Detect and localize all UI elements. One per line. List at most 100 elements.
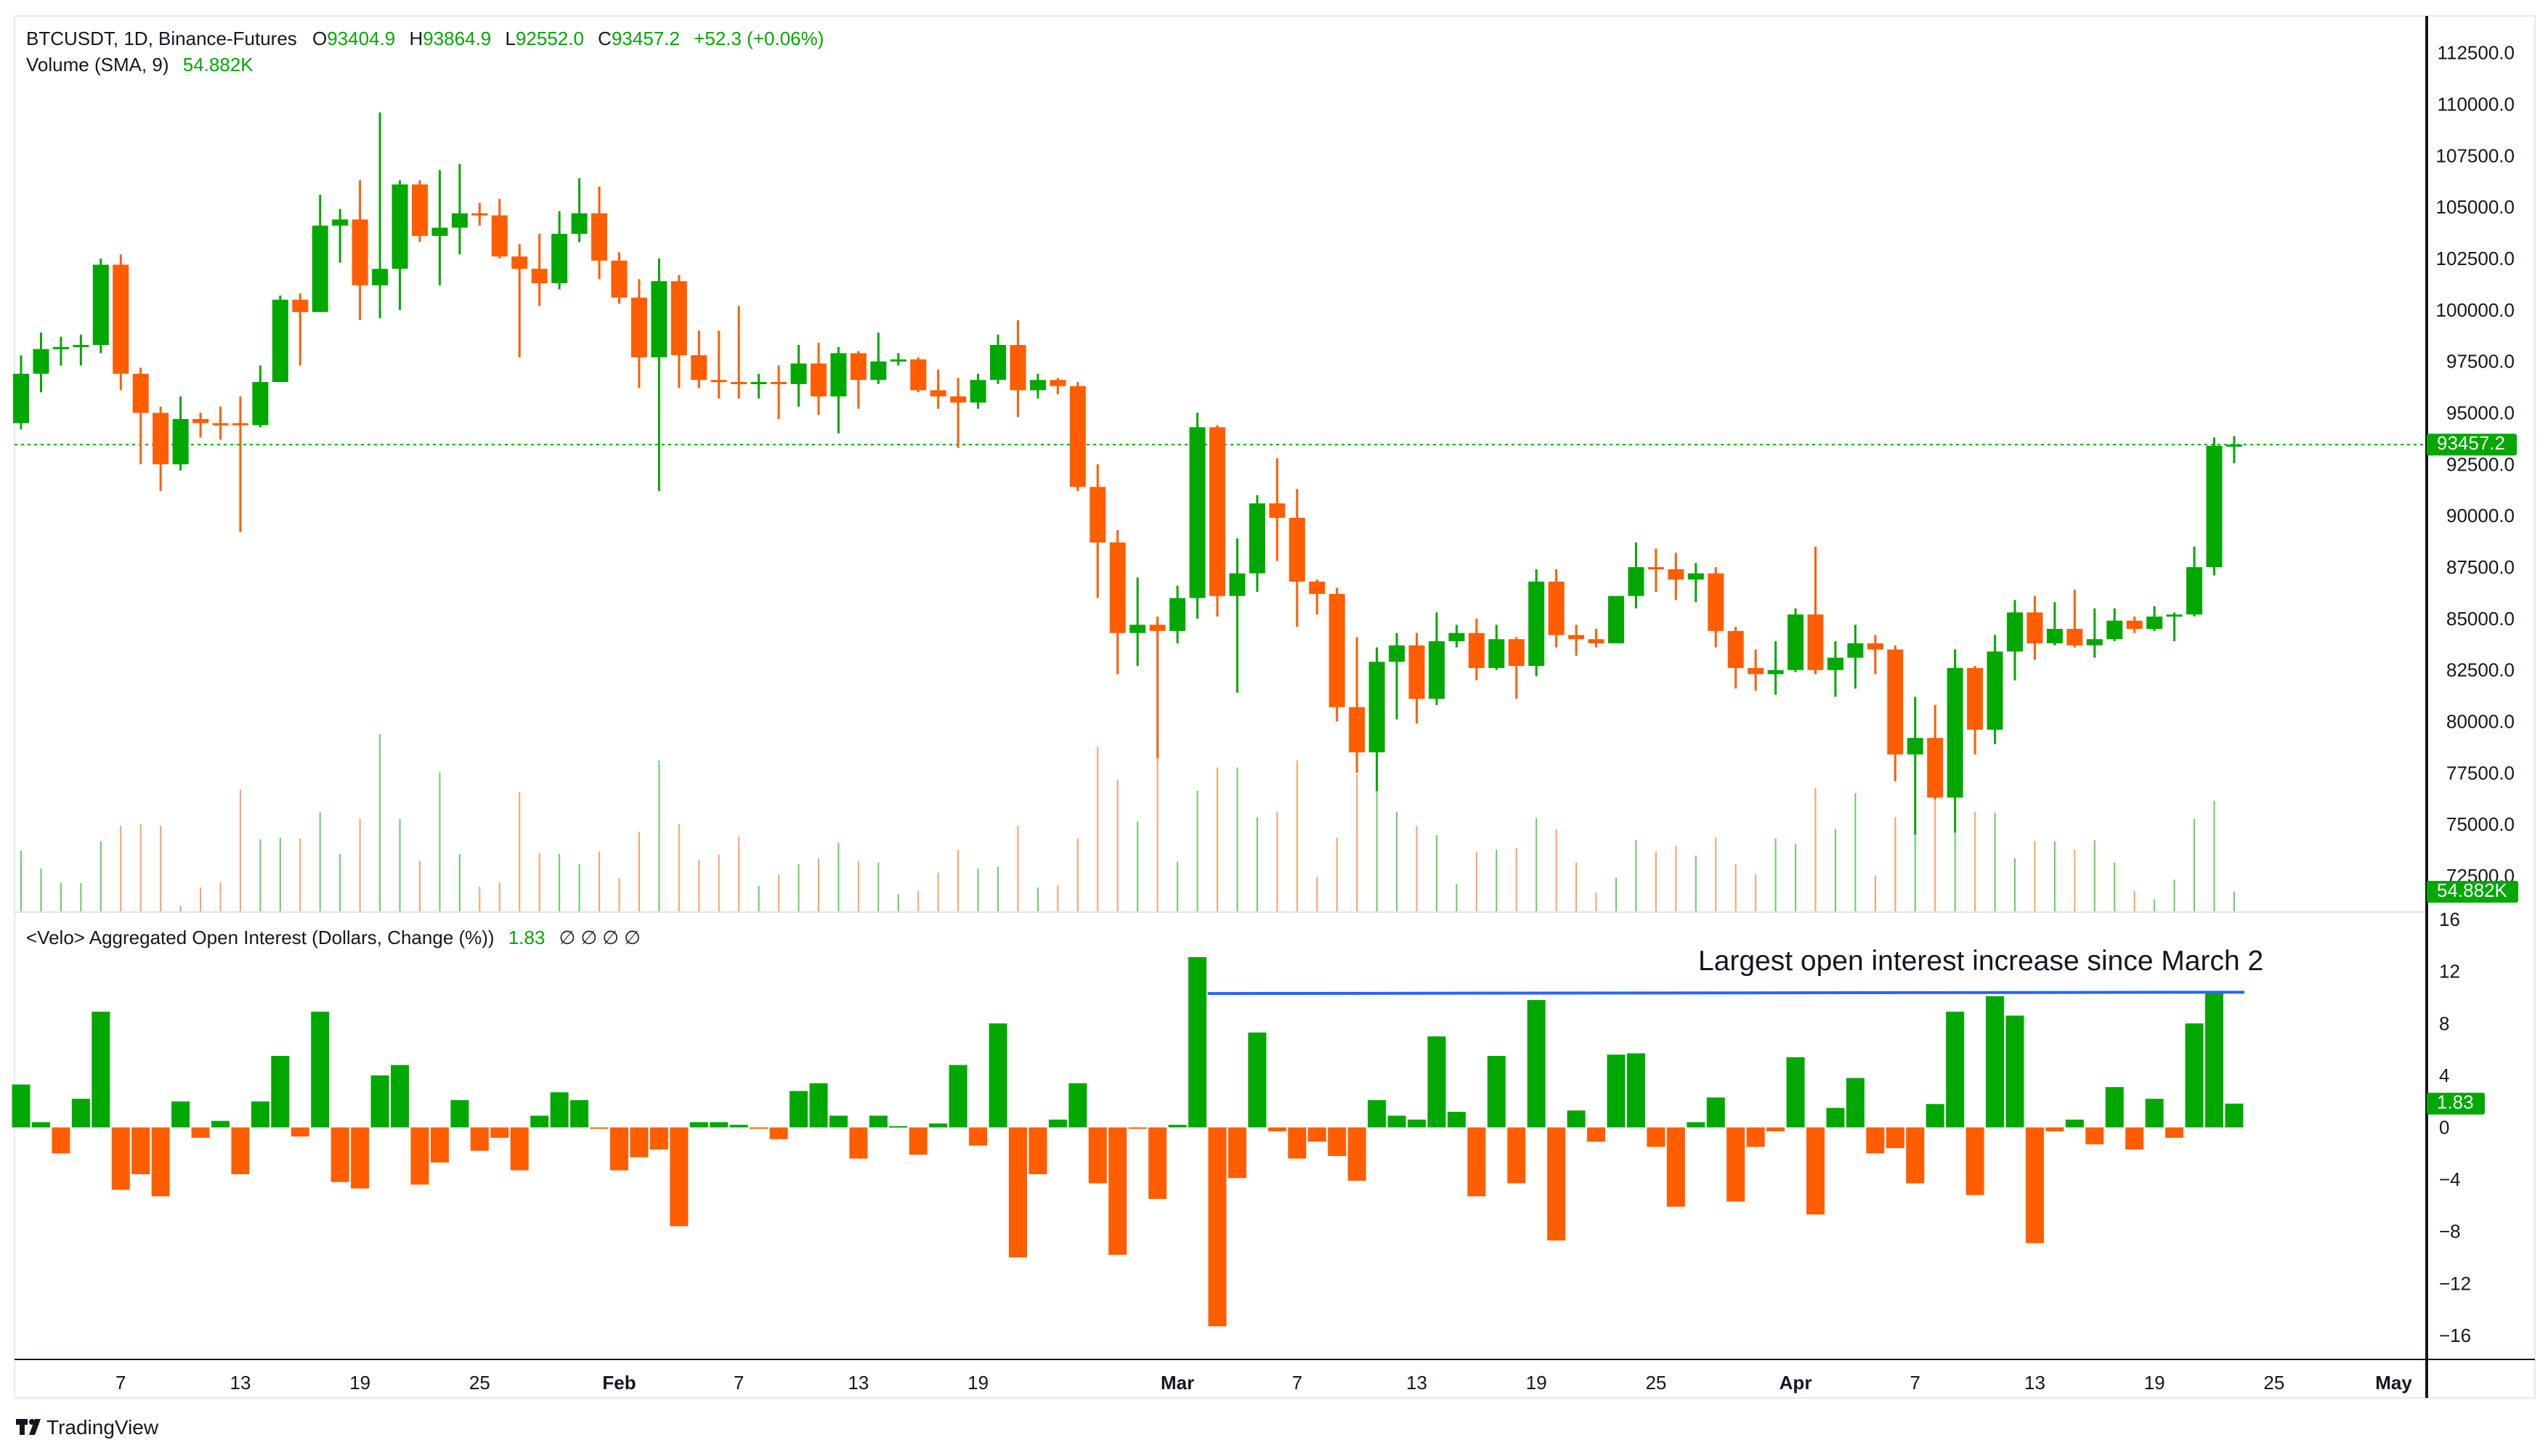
candle[interactable] <box>1029 373 1046 399</box>
candle[interactable] <box>571 178 588 243</box>
candle[interactable] <box>731 306 747 399</box>
candle[interactable] <box>1528 569 1545 677</box>
candle[interactable] <box>1927 704 1944 800</box>
candle[interactable] <box>890 353 906 366</box>
candle[interactable] <box>132 367 149 465</box>
candle[interactable] <box>1488 625 1505 670</box>
candle[interactable] <box>950 378 967 448</box>
candle[interactable] <box>1010 320 1026 418</box>
candle[interactable] <box>511 244 528 358</box>
candle[interactable] <box>1548 569 1565 648</box>
candle[interactable] <box>990 334 1007 384</box>
candle[interactable] <box>272 296 288 383</box>
candle[interactable] <box>1647 548 1664 593</box>
candle[interactable] <box>292 293 309 366</box>
candle[interactable] <box>1827 641 1843 697</box>
candle[interactable] <box>312 195 328 312</box>
candle[interactable] <box>1708 567 1724 648</box>
candle[interactable] <box>611 252 628 304</box>
candle[interactable] <box>451 163 468 255</box>
candle[interactable] <box>850 351 867 409</box>
candle[interactable] <box>113 254 129 391</box>
candle[interactable] <box>1349 637 1366 773</box>
candle[interactable] <box>33 333 49 393</box>
candle[interactable] <box>2007 600 2023 680</box>
candle[interactable] <box>2146 606 2163 631</box>
candle[interactable] <box>591 186 608 280</box>
candle[interactable] <box>930 370 946 409</box>
candle[interactable] <box>1887 645 1904 781</box>
candle[interactable] <box>431 170 448 285</box>
candle[interactable] <box>2086 608 2103 658</box>
candle[interactable] <box>910 357 927 393</box>
candle[interactable] <box>1289 489 1305 627</box>
candle[interactable] <box>551 211 568 290</box>
volume-legend[interactable]: Volume (SMA, 9) 54.882K <box>26 54 253 76</box>
oi-trendline[interactable] <box>1207 991 2244 996</box>
candle[interactable] <box>1269 457 1286 561</box>
candle[interactable] <box>2226 436 2242 463</box>
candle[interactable] <box>531 234 548 306</box>
annotation-text[interactable]: Largest open interest increase since Mar… <box>1698 945 2263 977</box>
candle[interactable] <box>670 274 687 389</box>
candle[interactable] <box>1109 530 1126 675</box>
candle[interactable] <box>1767 641 1784 695</box>
candle[interactable] <box>1209 425 1225 617</box>
candle[interactable] <box>2126 617 2143 633</box>
candle[interactable] <box>391 180 408 310</box>
candle[interactable] <box>1867 635 1883 675</box>
candle[interactable] <box>2046 602 2063 646</box>
candle[interactable] <box>710 330 727 399</box>
candle[interactable] <box>92 259 109 354</box>
candle[interactable] <box>1408 633 1425 724</box>
candle[interactable] <box>212 407 229 440</box>
candle[interactable] <box>1169 585 1186 643</box>
candle[interactable] <box>1967 666 1984 755</box>
candle[interactable] <box>2066 590 2083 648</box>
candle[interactable] <box>1448 625 1465 648</box>
candle[interactable] <box>1508 637 1525 699</box>
candle[interactable] <box>372 112 389 319</box>
candle[interactable] <box>1468 618 1485 680</box>
candle[interactable] <box>1588 629 1604 648</box>
candle[interactable] <box>1907 696 1923 835</box>
candle[interactable] <box>1229 538 1246 693</box>
candle[interactable] <box>1090 464 1106 598</box>
candle[interactable] <box>1668 553 1684 601</box>
candle[interactable] <box>1368 647 1385 792</box>
candle[interactable] <box>52 336 69 366</box>
candle[interactable] <box>630 279 647 389</box>
candle[interactable] <box>192 412 209 438</box>
candle[interactable] <box>1608 595 1624 643</box>
candle[interactable] <box>870 333 887 384</box>
candle[interactable] <box>750 373 767 399</box>
candle[interactable] <box>1249 495 1265 593</box>
candle[interactable] <box>1987 635 2003 744</box>
candle[interactable] <box>412 180 428 243</box>
candle[interactable] <box>172 396 189 471</box>
candle[interactable] <box>13 355 29 430</box>
candle[interactable] <box>332 209 349 263</box>
candle[interactable] <box>970 373 986 409</box>
candle[interactable] <box>1847 625 1864 689</box>
candle[interactable] <box>651 259 668 492</box>
candle[interactable] <box>790 345 807 407</box>
candle[interactable] <box>2106 608 2123 642</box>
candle[interactable] <box>1748 649 1764 691</box>
candle[interactable] <box>2186 546 2203 617</box>
candle[interactable] <box>73 334 89 366</box>
candle[interactable] <box>691 330 707 389</box>
candle[interactable] <box>1149 617 1166 759</box>
candle[interactable] <box>491 198 508 259</box>
candle[interactable] <box>2206 437 2223 576</box>
candle[interactable] <box>1727 627 1744 689</box>
candle[interactable] <box>1129 577 1146 667</box>
candle[interactable] <box>1788 608 1804 672</box>
tradingview-logo[interactable]: TradingView <box>16 1416 159 1439</box>
candle[interactable] <box>2166 612 2183 642</box>
oi-legend[interactable]: <Velo> Aggregated Open Interest (Dollars… <box>26 927 641 948</box>
candle[interactable] <box>153 407 169 492</box>
candle[interactable] <box>352 180 368 321</box>
candle[interactable] <box>1069 382 1086 492</box>
